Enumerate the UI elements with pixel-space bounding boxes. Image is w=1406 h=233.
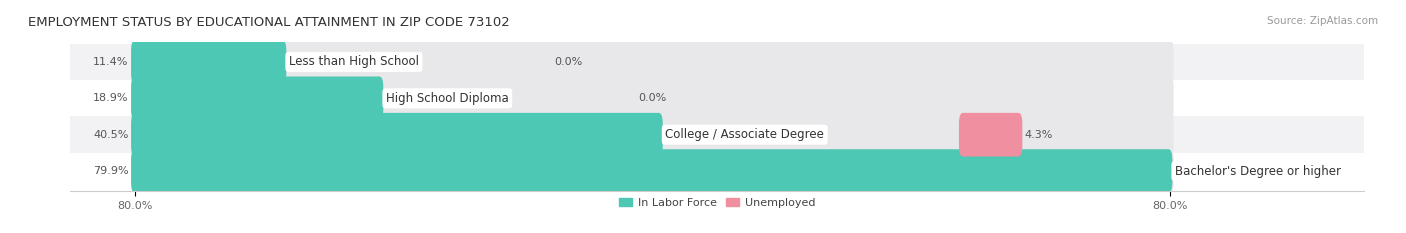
FancyBboxPatch shape xyxy=(131,113,1174,157)
FancyBboxPatch shape xyxy=(131,40,1174,84)
FancyBboxPatch shape xyxy=(131,76,1174,120)
Text: 0.0%: 0.0% xyxy=(638,93,666,103)
Bar xyxy=(70,153,1364,189)
FancyBboxPatch shape xyxy=(131,149,1173,193)
Text: High School Diploma: High School Diploma xyxy=(385,92,509,105)
Text: Source: ZipAtlas.com: Source: ZipAtlas.com xyxy=(1267,16,1378,26)
FancyBboxPatch shape xyxy=(131,113,662,157)
FancyBboxPatch shape xyxy=(131,149,1174,193)
FancyBboxPatch shape xyxy=(131,76,384,120)
Text: Bachelor's Degree or higher: Bachelor's Degree or higher xyxy=(1175,164,1341,178)
Text: College / Associate Degree: College / Associate Degree xyxy=(665,128,824,141)
Bar xyxy=(70,44,1364,80)
Text: 0.0%: 0.0% xyxy=(554,57,582,67)
Legend: In Labor Force, Unemployed: In Labor Force, Unemployed xyxy=(614,193,820,212)
Text: 4.3%: 4.3% xyxy=(1025,130,1053,140)
FancyBboxPatch shape xyxy=(131,40,287,84)
Text: Less than High School: Less than High School xyxy=(288,55,419,69)
Bar xyxy=(70,116,1364,153)
Text: 79.9%: 79.9% xyxy=(93,166,128,176)
Text: 18.9%: 18.9% xyxy=(93,93,128,103)
Bar xyxy=(70,80,1364,116)
Text: 11.4%: 11.4% xyxy=(93,57,128,67)
Text: EMPLOYMENT STATUS BY EDUCATIONAL ATTAINMENT IN ZIP CODE 73102: EMPLOYMENT STATUS BY EDUCATIONAL ATTAINM… xyxy=(28,16,510,29)
FancyBboxPatch shape xyxy=(959,113,1022,157)
Text: 40.5%: 40.5% xyxy=(93,130,128,140)
